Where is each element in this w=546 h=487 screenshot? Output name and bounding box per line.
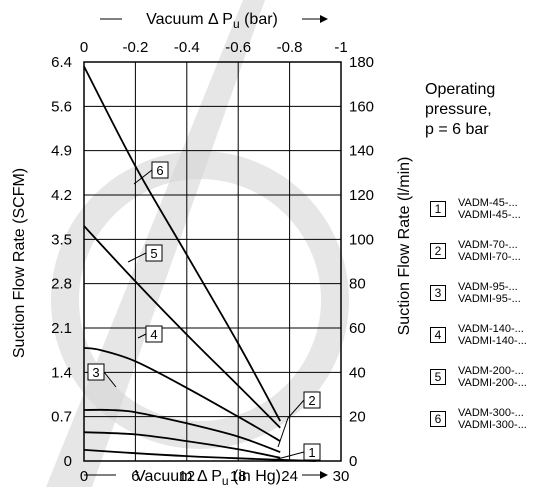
callout-label: 2 <box>308 393 315 408</box>
callout-label: 3 <box>92 365 99 380</box>
operating-pressure-note: Operating pressure, p = 6 bar <box>425 80 495 140</box>
series-curve-4 <box>83 347 281 442</box>
y-left-tick-label: 0.7 <box>51 409 72 426</box>
y-right-tick-label: 160 <box>349 98 374 115</box>
x-bottom-tick-label: 6 <box>131 468 139 485</box>
legend-model: VADM-95-... <box>458 281 518 293</box>
note-line: pressure, <box>425 101 492 118</box>
y-right-tick-label: 180 <box>349 54 374 71</box>
series-layer <box>83 65 317 462</box>
legend-model: VADM-200-... <box>458 365 524 377</box>
series-curve-5 <box>83 225 281 429</box>
legend-model: VADM-300-... <box>458 407 524 419</box>
legend-model: VADMI-45-... <box>458 209 521 221</box>
x-top-tick-label: -0.8 <box>277 39 303 56</box>
callout-leader <box>127 252 147 263</box>
x-top-tick-label: -0.6 <box>225 39 251 56</box>
y-left-tick-label: 3.5 <box>51 231 72 248</box>
legend-label: VADM-70-... VADMI-70-... <box>458 239 521 263</box>
axes-layer: 0 6 12 18 24 300 -0.2 -0.4 -0.6 -0.8 -100.71.42.12… <box>51 15 374 485</box>
legend-label: VADM-140-... VADMI-140-... <box>458 323 527 347</box>
top-axis-arrowhead <box>320 15 328 23</box>
series-curve-3 <box>83 408 281 453</box>
x-top-tick-label: -0.2 <box>122 39 148 56</box>
callout-label: 1 <box>308 445 315 460</box>
legend-number-box: 2 <box>430 243 446 259</box>
legend-model: VADM-45-... <box>458 197 518 209</box>
x-bottom-tick-label: 0 <box>80 468 88 485</box>
plot-frame <box>83 61 342 462</box>
y-right-tick-label: 60 <box>349 320 366 337</box>
top-axis-title: Vacuum Δ Pu (bar) <box>146 11 278 31</box>
legend-label: VADM-45-... VADMI-45-... <box>458 197 521 221</box>
right-axis-title: Suction Flow Rate (l/min) <box>396 157 413 336</box>
callout-leader <box>137 333 147 339</box>
watermark-circle <box>51 151 349 449</box>
series-curve-1 <box>83 449 317 462</box>
y-right-tick-label: 100 <box>349 231 374 248</box>
callout-box <box>303 391 321 409</box>
legend-label: VADM-300-... VADMI-300-... <box>458 407 527 431</box>
callout-label: 6 <box>156 163 163 178</box>
left-axis-title: Suction Flow Rate (SCFM) <box>11 168 28 358</box>
x-bottom-tick-label: 24 <box>281 468 298 485</box>
y-right-tick-label: 140 <box>349 143 374 160</box>
x-top-tick-label: -0.4 <box>174 39 200 56</box>
callout-leader <box>133 169 153 185</box>
note-line: Operating <box>425 81 496 98</box>
legend-model: VADMI-200-... <box>458 377 527 389</box>
x-top-tick-label: -1 <box>334 39 347 56</box>
callout-box <box>87 363 105 381</box>
callout-label: 4 <box>150 327 157 342</box>
callout-layer: 1 2 3 4 5 6 <box>87 161 321 462</box>
y-left-tick-label: 4.2 <box>51 187 72 204</box>
series-curve-2 <box>83 431 281 459</box>
y-left-tick-label: 5.6 <box>51 98 72 115</box>
x-top-tick-label: 0 <box>80 39 88 56</box>
y-left-tick-label: 0 <box>64 453 72 470</box>
bottom-axis-title: Vacuum Δ Pu (in Hg) <box>135 468 281 487</box>
y-left-tick-label: 2.1 <box>51 320 72 337</box>
callout-box <box>145 325 163 343</box>
legend-number-box: 1 <box>430 201 446 217</box>
callout-box <box>303 443 321 461</box>
y-right-tick-label: 0 <box>349 453 357 470</box>
legend-model: VADM-70-... <box>458 239 518 251</box>
legend-model: VADMI-95-... <box>458 293 521 305</box>
callout-box <box>151 161 169 179</box>
series-curve-6 <box>83 65 281 422</box>
y-left-tick-label: 1.4 <box>51 364 72 381</box>
callout-leader <box>103 371 117 388</box>
y-right-tick-label: 80 <box>349 276 366 293</box>
y-right-tick-label: 40 <box>349 364 366 381</box>
y-right-tick-label: 20 <box>349 409 366 426</box>
legend-label: VADM-95-... VADMI-95-... <box>458 281 521 305</box>
legend-model: VADMI-140-... <box>458 335 527 347</box>
callout-leader <box>277 399 305 448</box>
legend-number-box: 3 <box>430 285 446 301</box>
legend-label: VADM-200-... VADMI-200-... <box>458 365 527 389</box>
legend-model: VADMI-300-... <box>458 419 527 431</box>
callout-leader <box>269 451 305 462</box>
legend-number-box: 5 <box>430 369 446 385</box>
callout-label: 5 <box>150 246 157 261</box>
y-left-tick-label: 6.4 <box>51 54 72 71</box>
note-line: p = 6 bar <box>425 121 489 138</box>
legend-number-box: 4 <box>430 327 446 343</box>
legend-model: VADM-140-... <box>458 323 524 335</box>
x-bottom-tick-label: 30 <box>333 468 350 485</box>
y-right-tick-label: 120 <box>349 187 374 204</box>
bottom-axis-arrowhead <box>320 471 328 479</box>
y-left-tick-label: 2.8 <box>51 276 72 293</box>
x-bottom-tick-label: 18 <box>230 468 247 485</box>
x-bottom-tick-label: 12 <box>178 468 195 485</box>
y-left-tick-label: 4.9 <box>51 143 72 160</box>
legend-number-box: 6 <box>430 411 446 427</box>
legend-model: VADMI-70-... <box>458 251 521 263</box>
callout-box <box>145 244 163 262</box>
